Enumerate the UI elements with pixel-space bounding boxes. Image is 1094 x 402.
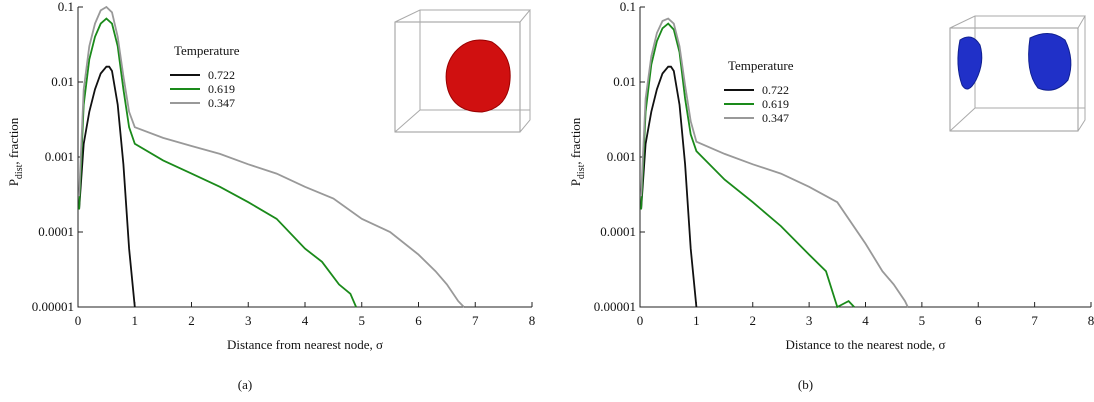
y-tick-label: 0.0001 <box>38 224 74 239</box>
y-label-rest: , fraction <box>6 117 21 164</box>
panel-label: (b) <box>798 377 813 392</box>
x-axis-label: Distance to the nearest node, σ <box>785 337 945 352</box>
x-tick-label: 8 <box>529 313 536 328</box>
series-line <box>78 65 136 308</box>
inset-a <box>394 9 532 133</box>
x-tick-label: 5 <box>359 313 366 328</box>
series-line <box>640 22 855 309</box>
legend-label: 0.347 <box>208 96 235 110</box>
x-tick-label: 4 <box>862 313 869 328</box>
y-tick-label: 0.00001 <box>32 299 74 314</box>
inset-b <box>949 15 1086 132</box>
legend-label: 0.722 <box>762 83 789 97</box>
x-tick-label: 2 <box>188 313 195 328</box>
y-label-main: P <box>6 179 21 186</box>
y-tick-label: 0.01 <box>51 74 74 89</box>
y-label-main: P <box>568 179 583 186</box>
y-label-sub: dist <box>14 164 25 179</box>
series-line <box>640 17 909 308</box>
x-tick-label: 0 <box>75 313 82 328</box>
legend-label: 0.619 <box>208 82 235 96</box>
y-tick-label: 0.0001 <box>600 224 636 239</box>
x-tick-label: 6 <box>415 313 422 328</box>
series-line <box>640 65 698 308</box>
y-tick-label: 0.001 <box>607 149 636 164</box>
cluster <box>957 36 983 90</box>
x-tick-label: 0 <box>637 313 644 328</box>
y-tick-label: 0.1 <box>58 0 74 14</box>
y-axis-label: Pdist, fraction <box>6 117 25 186</box>
x-tick-label: 2 <box>750 313 757 328</box>
legend-label: 0.347 <box>762 111 789 125</box>
panel-label: (a) <box>238 377 252 392</box>
x-tick-label: 5 <box>919 313 926 328</box>
inset-edges <box>394 9 532 133</box>
y-tick-label: 0.01 <box>613 74 636 89</box>
x-tick-label: 8 <box>1088 313 1094 328</box>
y-label-rest: , fraction <box>568 117 583 164</box>
x-tick-label: 1 <box>132 313 139 328</box>
legend-title: Temperature <box>728 58 794 73</box>
y-tick-label: 0.1 <box>620 0 636 14</box>
x-tick-label: 1 <box>693 313 700 328</box>
y-label-sub: dist <box>576 164 587 179</box>
series-line <box>78 17 357 308</box>
cluster <box>445 39 511 113</box>
series-line <box>78 5 465 308</box>
x-tick-label: 3 <box>806 313 813 328</box>
y-axis-label: Pdist, fraction <box>568 117 587 186</box>
y-tick-label: 0.00001 <box>594 299 636 314</box>
x-tick-label: 4 <box>302 313 309 328</box>
y-tick-label: 0.001 <box>45 149 74 164</box>
inset-edges <box>949 15 1086 132</box>
x-tick-label: 3 <box>245 313 252 328</box>
legend-label: 0.722 <box>208 68 235 82</box>
cluster <box>1028 33 1072 91</box>
legend-label: 0.619 <box>762 97 789 111</box>
x-axis-label: Distance from nearest node, σ <box>227 337 383 352</box>
x-tick-label: 7 <box>472 313 479 328</box>
x-tick-label: 6 <box>975 313 982 328</box>
legend-title: Temperature <box>174 43 240 58</box>
x-tick-label: 7 <box>1031 313 1038 328</box>
